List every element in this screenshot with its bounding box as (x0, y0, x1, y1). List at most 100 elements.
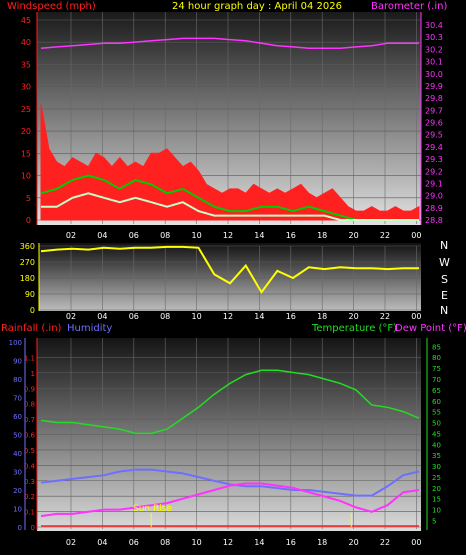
temp-xtick-label: 22 (380, 538, 390, 547)
dir-xtick-label: 20 (349, 312, 359, 321)
dir-ytick-label: 360 (20, 242, 35, 251)
humidity-ytick-label: 60 (13, 413, 22, 421)
dir-xtick-label: 22 (380, 312, 390, 321)
temp-xtick-label: 20 (349, 538, 359, 547)
humidity-ytick-label: 70 (13, 395, 22, 403)
wind-xtick-label: 18 (317, 231, 327, 240)
temp-ytick-label: 70 (432, 376, 441, 384)
wind-ytick-label: 20 (21, 127, 31, 136)
dewpoint-series (40, 482, 420, 518)
baro-ytick-label: 29.0 (425, 192, 443, 201)
dir-letter-s: S (441, 273, 448, 286)
dir-xtick-label: 10 (192, 312, 202, 321)
dir-ytick-label: 270 (20, 258, 35, 267)
sunrise-label: Sun Rise (133, 504, 172, 514)
dir-xtick-label: 00 (411, 312, 421, 321)
wind-ytick-label: 35 (21, 60, 31, 69)
temp-ytick-label: 85 (432, 343, 441, 351)
dir-xtick-label: 14 (254, 312, 264, 321)
wind-xtick-label: 10 (192, 231, 202, 240)
temperature-series (40, 369, 420, 435)
humidity-series (40, 468, 420, 497)
baro-ytick-label: 29.2 (425, 167, 443, 176)
wind-ytick-label: 0 (26, 216, 31, 225)
baro-ytick-label: 29.1 (425, 179, 443, 188)
temp-ytick-label: 25 (432, 474, 441, 482)
rain-ytick-label: 1 (31, 370, 35, 378)
dir-ytick-label: 90 (25, 290, 35, 299)
baro-ytick-label: 30.0 (425, 70, 443, 79)
rain-ytick-label: 0.9 (24, 385, 35, 393)
windspeed-label: Windspeed (mph) (7, 1, 96, 12)
wind-xtick-label: 00 (411, 231, 421, 240)
dir-xtick-label: 18 (317, 312, 327, 321)
temp-xtick-label: 18 (317, 538, 327, 547)
baro-ytick-label: 28.8 (425, 216, 443, 225)
temp-xtick-label: 06 (129, 538, 139, 547)
wind-xtick-label: 06 (129, 231, 139, 240)
wind-xtick-label: 08 (160, 231, 170, 240)
temp-xtick-label: 00 (411, 538, 421, 547)
dir-xtick-label: 16 (286, 312, 296, 321)
humidity-ytick-label: 20 (13, 487, 22, 495)
wind-ytick-label: 45 (21, 16, 31, 25)
dir-letter-n2: N (440, 304, 448, 317)
rain-ytick-label: 0.4 (24, 462, 36, 470)
wind-xtick-label: 22 (380, 231, 390, 240)
wind-xtick-label: 16 (286, 231, 296, 240)
temp-ytick-label: 40 (432, 441, 441, 449)
barometer-series (40, 37, 419, 49)
rain-ytick-label: 0.2 (24, 493, 35, 501)
baro-ytick-label: 30.1 (425, 58, 443, 67)
temp-ytick-label: 65 (432, 387, 441, 395)
wind-ytick-label: 5 (26, 194, 31, 203)
rainfall-label: Rainfall (.in) (1, 323, 62, 334)
avg-wind-series (41, 192, 419, 221)
rain-ytick-label: 0.3 (24, 478, 35, 486)
barometer-label: Barometer (.in) (371, 1, 447, 12)
wind-ytick-label: 10 (21, 172, 31, 181)
humidity-label: Humidity (67, 323, 112, 334)
wind-direction-series (40, 245, 419, 295)
dir-xtick-label: 04 (97, 312, 107, 321)
dir-xtick-label: 12 (223, 312, 233, 321)
wind-xtick-label: 20 (349, 231, 359, 240)
temp-ytick-label: 60 (432, 398, 441, 406)
baro-ytick-label: 29.6 (425, 119, 443, 128)
baro-ytick-label: 29.7 (425, 106, 443, 115)
dir-ytick-label: 180 (20, 274, 35, 283)
rain-ytick-label: 1.1 (24, 354, 35, 362)
temp-xtick-label: 12 (223, 538, 233, 547)
baro-ytick-label: 30.4 (425, 21, 443, 30)
baro-ytick-label: 28.9 (425, 204, 443, 213)
temp-ytick-label: 45 (432, 430, 441, 438)
direction-panel (39, 243, 421, 311)
temp-xtick-label: 02 (66, 538, 76, 547)
dir-xtick-label: 08 (160, 312, 170, 321)
temp-ytick-label: 20 (432, 485, 441, 493)
temp-ytick-label: 30 (432, 463, 441, 471)
wind-ytick-label: 15 (21, 149, 31, 158)
baro-ytick-label: 30.3 (425, 33, 443, 42)
rain-ytick-label: 0.8 (24, 401, 35, 409)
dir-xtick-label: 02 (66, 312, 76, 321)
wind-xtick-label: 04 (97, 231, 107, 240)
baro-ytick-label: 29.3 (425, 155, 443, 164)
humidity-ytick-label: 40 (13, 450, 22, 458)
temp-ytick-label: 5 (432, 517, 436, 525)
wind-xtick-label: 12 (223, 231, 233, 240)
dir-letter-e: E (441, 289, 448, 302)
humidity-ytick-label: 0 (18, 524, 22, 532)
dewpoint-label: Dew Point (°F) (395, 323, 466, 334)
baro-ytick-label: 29.9 (425, 82, 443, 91)
dir-ytick-label: 0 (30, 306, 35, 315)
rain-ytick-label: 0.1 (24, 509, 35, 517)
wind-ytick-label: 25 (21, 105, 31, 114)
temp-xtick-label: 08 (160, 538, 170, 547)
page-title: 24 hour graph day : April 04 2026 (172, 1, 342, 12)
temp-ytick-label: 55 (432, 409, 441, 417)
temp-xtick-label: 16 (286, 538, 296, 547)
humidity-ytick-label: 90 (13, 358, 22, 366)
temp-xtick-label: 10 (192, 538, 202, 547)
